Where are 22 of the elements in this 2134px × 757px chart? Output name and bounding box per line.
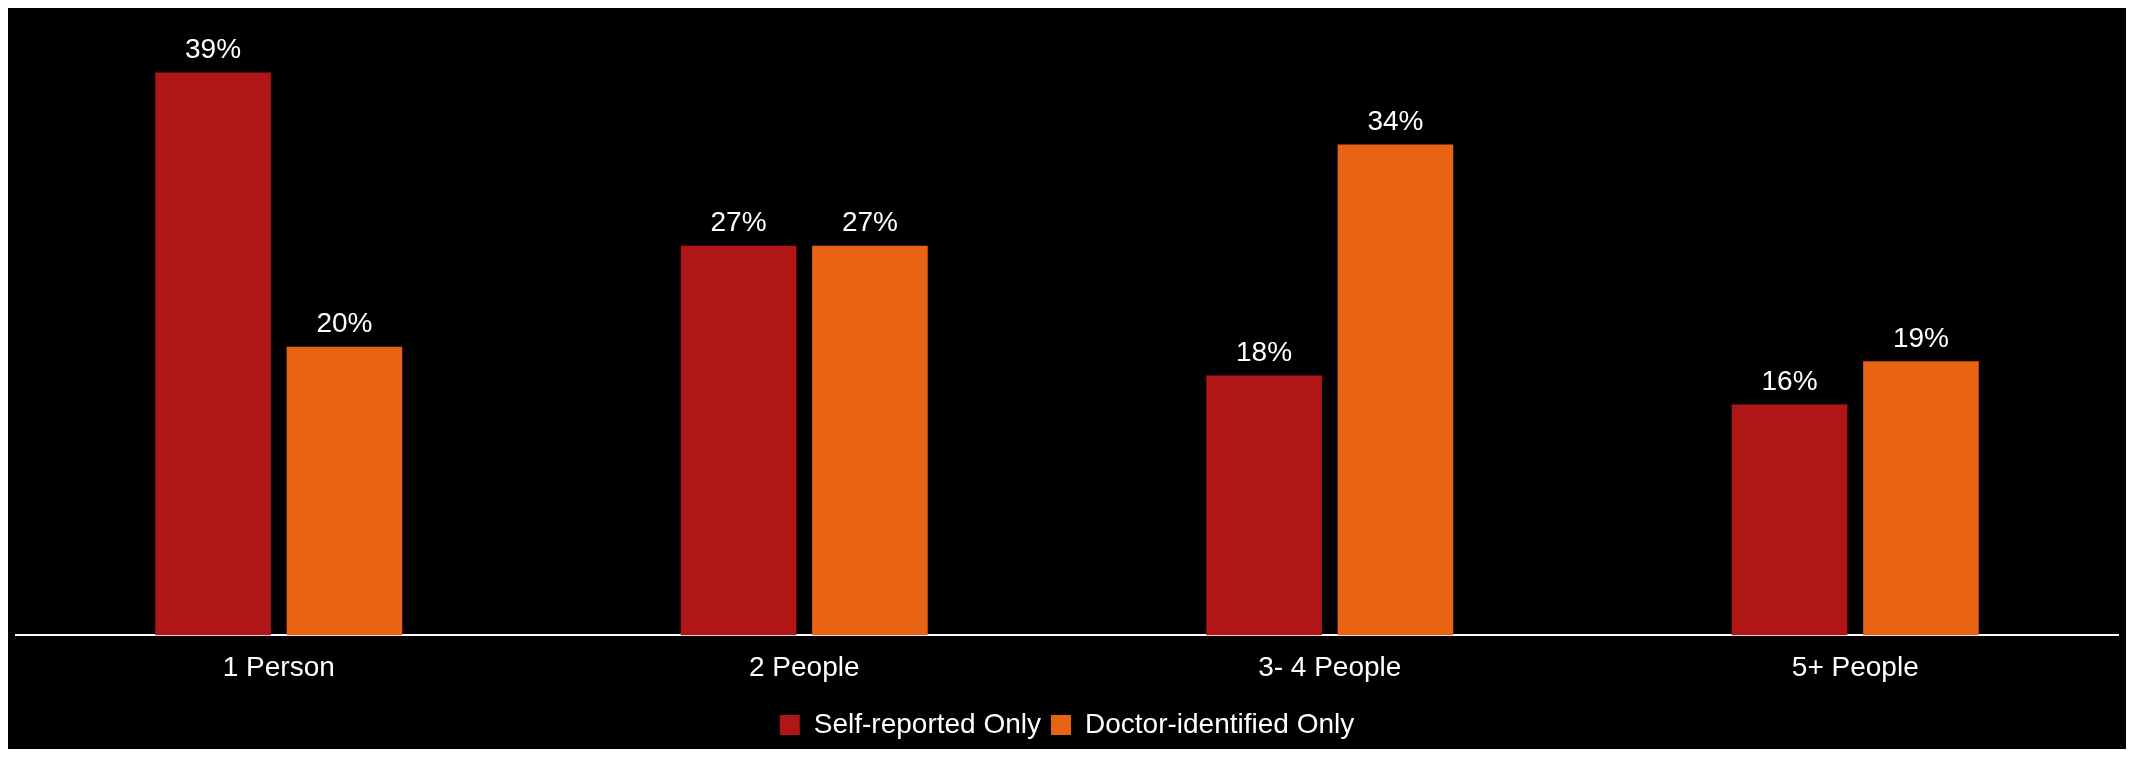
- bar: [155, 72, 271, 636]
- data-label: 27%: [710, 206, 767, 238]
- data-label: 39%: [185, 33, 242, 65]
- data-label: 18%: [1236, 336, 1293, 368]
- bar: [812, 245, 928, 636]
- data-label: 16%: [1761, 365, 1818, 397]
- bar: [1731, 404, 1848, 636]
- x-tick-label: 2 People: [748, 650, 860, 682]
- legend-label: Self-reported Only: [813, 707, 1041, 739]
- bar: [1206, 375, 1322, 636]
- bar: [286, 346, 403, 636]
- data-label: 34%: [1367, 105, 1424, 137]
- data-label: 27%: [841, 206, 898, 238]
- bar: [680, 245, 797, 636]
- data-label: 19%: [1892, 321, 1949, 353]
- legend-label: Doctor-identified Only: [1084, 707, 1355, 739]
- bar: [1337, 144, 1454, 636]
- bar: [1863, 361, 1979, 636]
- data-label: 20%: [316, 307, 373, 339]
- x-tick-label: 3- 4 People: [1258, 650, 1402, 682]
- x-tick-label: 1 Person: [222, 650, 335, 682]
- x-tick-label: 5+ People: [1791, 650, 1919, 682]
